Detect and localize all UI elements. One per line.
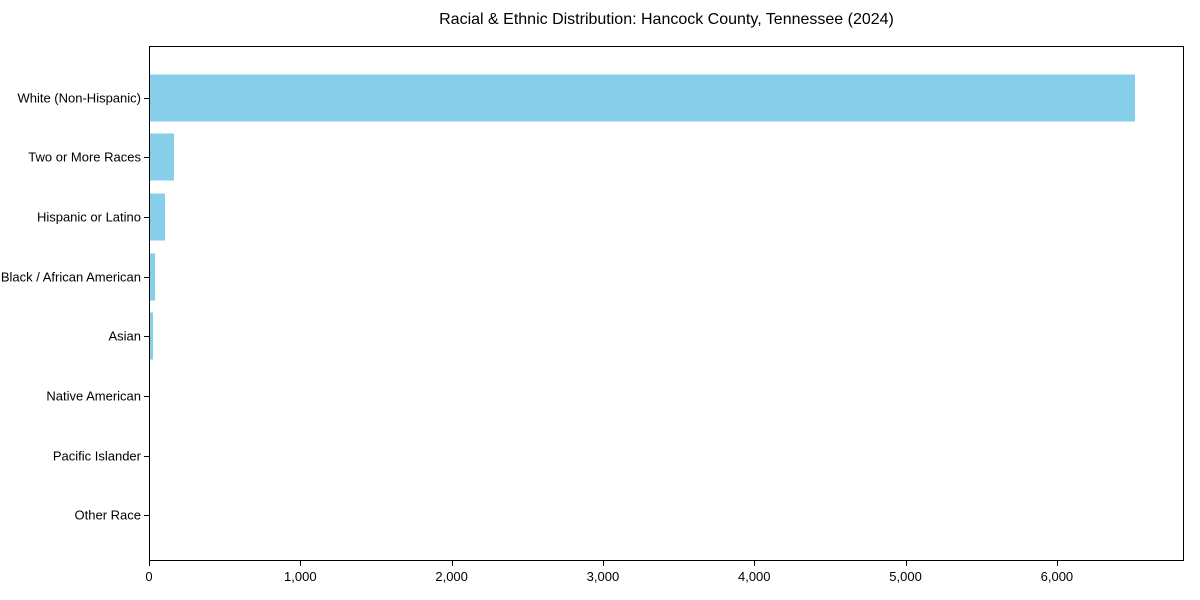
category-label: Asian [108, 328, 141, 344]
x-tick-label: 5,000 [889, 569, 922, 584]
y-tick [144, 97, 149, 99]
x-tick-label: 1,000 [284, 569, 317, 584]
bar [150, 312, 154, 360]
bar-row: Hispanic or Latino [37, 187, 1183, 247]
x-axis-ticks: 0 1,000 2,000 3,000 4,000 5,000 6,000 [145, 560, 1184, 590]
bar-row: Two or More Races [28, 128, 1183, 188]
category-label: White (Non-Hispanic) [17, 90, 141, 106]
y-tick [144, 395, 149, 397]
x-tick [149, 561, 150, 566]
x-tick [754, 561, 756, 566]
plot-area: White (Non-Hispanic) Two or More Races His… [1, 46, 1184, 561]
x-tick [905, 561, 907, 566]
y-tick [144, 157, 149, 159]
bar [150, 133, 175, 181]
y-tick [144, 276, 149, 278]
bar-row: Pacific Islander [53, 426, 1183, 486]
x-tick-label: 0 [145, 569, 153, 584]
bar [150, 253, 156, 301]
category-label: Other Race [74, 507, 141, 523]
x-tick [451, 561, 453, 566]
x-tick [602, 561, 604, 566]
bar-row: Other Race [75, 485, 1183, 545]
bar-row: Black / African American [1, 247, 1183, 307]
x-tick-label: 4,000 [737, 569, 771, 584]
y-tick [144, 455, 149, 457]
category-label: Pacific Islander [52, 448, 141, 464]
x-tick-label: 6,000 [1040, 569, 1074, 584]
chart-title: Racial & Ethnic Distribution: Hancock Co… [439, 11, 894, 28]
y-tick [144, 336, 149, 338]
x-tick-label: 3,000 [586, 569, 620, 584]
bar-row: White (Non-Hispanic) [17, 68, 1183, 128]
y-tick [144, 217, 149, 219]
bar-row: Asian [108, 307, 1183, 367]
bar-rows: White (Non-Hispanic) Two or More Races His… [1, 47, 1183, 560]
bar-row: Native American [46, 366, 1183, 426]
category-label: Native American [46, 388, 141, 404]
category-label: Two or More Races [28, 149, 141, 165]
x-tick [1056, 561, 1058, 566]
x-tick [300, 561, 302, 566]
category-label: Hispanic or Latino [36, 209, 141, 225]
y-tick [144, 515, 149, 517]
category-label: Black / African American [0, 269, 141, 285]
bar [150, 74, 1135, 122]
bar [150, 193, 166, 241]
x-tick-label: 2,000 [435, 569, 468, 584]
